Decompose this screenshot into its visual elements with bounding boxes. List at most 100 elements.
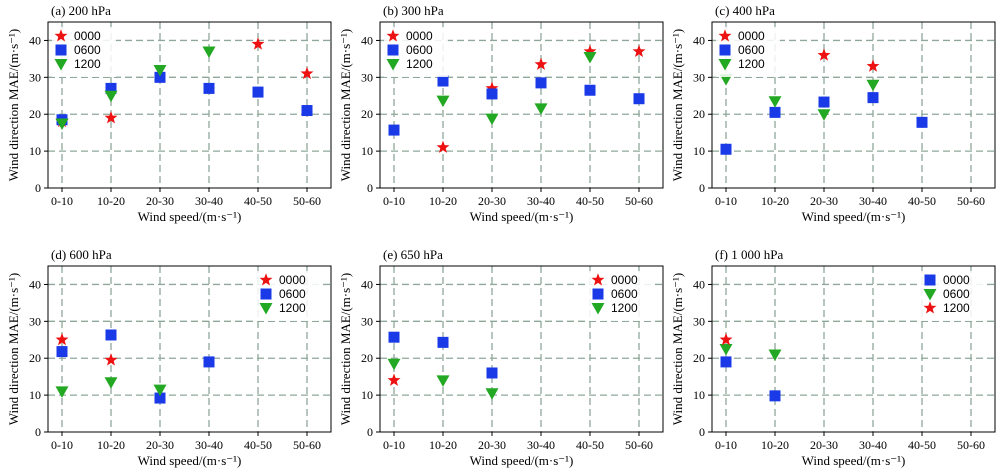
x-axis-label: Wind speed/(m·s⁻¹)	[138, 209, 242, 224]
x-tick-label: 20-30	[810, 438, 838, 452]
data-point-triangle-down	[104, 90, 118, 103]
x-tick-label: 10-20	[761, 194, 789, 208]
data-point-star	[436, 140, 450, 153]
legend-marker-star	[386, 29, 400, 42]
y-axis-label: Wind direction MAE/(m·s⁻¹)	[670, 273, 685, 425]
legend-label: 0600	[943, 287, 970, 301]
data-point-triangle-down	[485, 388, 499, 400]
x-tick-label: 10-20	[97, 438, 125, 452]
data-point-square	[301, 105, 313, 117]
data-point-triangle-down	[719, 74, 733, 86]
data-point-triangle-down	[436, 95, 450, 108]
x-axis-label: Wind speed/(m·s⁻¹)	[470, 209, 574, 224]
legend-marker-triangle-down	[386, 59, 400, 71]
x-tick-label: 20-30	[478, 438, 506, 452]
panel-3: 0 10 20 30 40 0-10 10-20 20-30 30-40 40-50 50-60 (c…	[670, 3, 996, 224]
legend-label: 0000	[943, 273, 970, 287]
legend-marker-star	[923, 301, 937, 314]
y-tick-label: 30	[361, 70, 373, 84]
data-point-square	[720, 143, 732, 155]
x-tick-label: 50-60	[293, 438, 321, 452]
data-point-triangle-down	[55, 386, 69, 398]
y-tick-label: 10	[693, 144, 705, 158]
data-point-triangle-down	[583, 52, 597, 64]
x-tick-label: 0-10	[383, 194, 405, 208]
legend-marker-star	[259, 273, 273, 286]
x-tick-label: 30-40	[527, 194, 555, 208]
data-point-square	[437, 75, 449, 87]
data-point-triangle-down	[153, 384, 167, 397]
legend-marker-triangle-down	[718, 59, 732, 71]
data-point-square	[867, 92, 879, 104]
x-tick-label: 10-20	[761, 438, 789, 452]
y-axis-label: Wind direction MAE/(m·s⁻¹)	[6, 29, 21, 181]
x-tick-label: 50-60	[625, 438, 653, 452]
legend-marker-square	[55, 44, 67, 56]
x-tick-label: 0-10	[715, 438, 737, 452]
data-point-star	[485, 81, 499, 94]
y-axis-label: Wind direction MAE/(m·s⁻¹)	[6, 273, 21, 425]
x-tick-label: 40-50	[908, 438, 936, 452]
plot-frame	[379, 265, 664, 433]
data-point-triangle-down	[768, 349, 782, 362]
legend-label: 0600	[74, 43, 101, 57]
data-point-square	[535, 77, 547, 89]
x-tick-label: 30-40	[527, 438, 555, 452]
legend-marker-triangle-down	[923, 289, 937, 301]
panel-title: (e) 650 hPa	[383, 247, 443, 262]
data-point-star	[866, 59, 880, 72]
x-tick-label: 40-50	[908, 194, 936, 208]
legend-label: 1200	[943, 301, 970, 315]
legend-label: 0000	[611, 273, 638, 287]
panel-title: (a) 200 hPa	[51, 3, 111, 18]
panel-title: (b) 300 hPa	[383, 3, 444, 18]
x-tick-label: 0-10	[51, 194, 73, 208]
legend-marker-star	[718, 29, 732, 42]
y-tick-label: 0	[367, 425, 373, 439]
legend-marker-square	[924, 274, 936, 286]
y-tick-label: 40	[29, 33, 41, 47]
legend-label: 0600	[611, 287, 638, 301]
x-tick-label: 30-40	[859, 438, 887, 452]
y-tick-label: 20	[361, 351, 373, 365]
data-point-square	[720, 356, 732, 368]
data-point-triangle-down	[768, 96, 782, 108]
legend-marker-star	[54, 29, 68, 42]
data-point-square	[203, 82, 215, 94]
x-tick-label: 20-30	[810, 194, 838, 208]
data-point-triangle-down	[104, 377, 118, 389]
y-tick-label: 40	[361, 33, 373, 47]
y-tick-label: 40	[361, 277, 373, 291]
y-tick-label: 0	[35, 181, 41, 195]
data-point-square	[818, 96, 830, 108]
x-axis-label: Wind speed/(m·s⁻¹)	[802, 453, 906, 468]
data-point-star	[104, 111, 118, 124]
x-tick-label: 20-30	[146, 194, 174, 208]
y-tick-label: 30	[29, 314, 41, 328]
legend-marker-square	[260, 288, 272, 300]
data-point-square	[105, 82, 117, 94]
x-tick-label: 20-30	[146, 438, 174, 452]
legend-label: 1200	[611, 301, 638, 315]
data-point-star	[632, 44, 646, 58]
panel-5: 0 10 20 30 40 0-10 10-20 20-30 30-40 40-50 50-60 (e…	[338, 247, 664, 468]
data-point-star	[817, 48, 831, 61]
x-tick-label: 0-10	[51, 438, 73, 452]
x-tick-label: 10-20	[429, 194, 457, 208]
x-tick-label: 10-20	[429, 438, 457, 452]
legend-label: 0000	[406, 29, 433, 43]
x-tick-label: 0-10	[715, 194, 737, 208]
data-point-square	[388, 124, 400, 136]
y-tick-label: 30	[361, 314, 373, 328]
data-point-triangle-down	[436, 375, 450, 387]
data-point-triangle-down	[387, 358, 401, 371]
panel-1: 0 10 20 30 40 0-10 10-20 20-30 30-40 40-50 50-60 (a…	[6, 3, 332, 224]
data-point-square	[203, 356, 215, 368]
x-tick-label: 30-40	[195, 438, 223, 452]
data-point-star	[104, 353, 118, 366]
y-tick-label: 20	[361, 107, 373, 121]
